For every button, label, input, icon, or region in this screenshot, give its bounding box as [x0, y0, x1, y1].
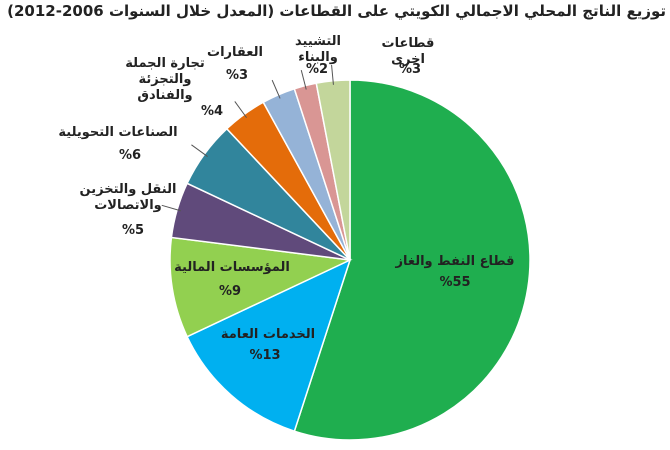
- value-label: %4: [200, 104, 224, 119]
- value-label: %5: [121, 223, 145, 238]
- value-label: %3: [398, 62, 422, 77]
- slice-label: قطاع النفط والغاز: [395, 254, 515, 269]
- value-label: %9: [218, 284, 242, 299]
- value-label: %13: [249, 348, 281, 363]
- slice-label: النقل والتخزين والاتصالات: [79, 182, 177, 213]
- leader-line: [191, 144, 208, 157]
- slice-label: تجارة الجملة والتجزئة والفنادق: [125, 56, 205, 103]
- chart-title: توزيع الناتج المحلي الاجمالي الكويتي على…: [7, 2, 666, 20]
- slice-label: التشييد والبناء: [295, 34, 341, 65]
- slice-label: المؤسسات المالية: [174, 260, 290, 275]
- leader-line: [234, 101, 247, 118]
- leader-line: [161, 204, 182, 212]
- pie-slice: [186, 258, 352, 433]
- pie-slice: [293, 79, 531, 441]
- slice-label: العقارات: [207, 45, 263, 60]
- leader-line: [300, 70, 307, 90]
- slice-label: الصناعات التحويلية: [58, 125, 178, 140]
- pie-slice: [169, 236, 353, 338]
- slice-label: الخدمات العامة: [220, 327, 316, 342]
- value-label: %6: [118, 148, 142, 163]
- value-label: %3: [225, 68, 249, 83]
- value-label: %2: [305, 62, 329, 77]
- leader-line: [271, 79, 281, 99]
- leader-line: [331, 64, 334, 85]
- value-label: %55: [439, 275, 471, 290]
- slice-label: قطاعات اخرى: [381, 36, 435, 67]
